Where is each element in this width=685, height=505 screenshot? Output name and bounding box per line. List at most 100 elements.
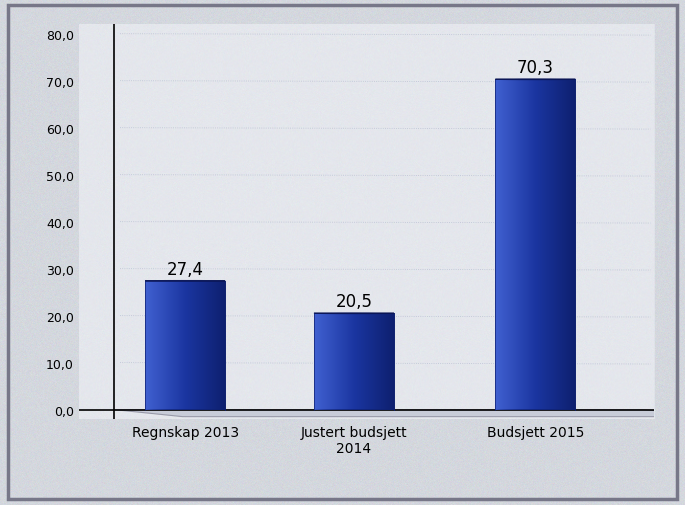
Bar: [177, 281, 178, 410]
Bar: [161, 281, 162, 282]
Bar: [358, 313, 360, 314]
Bar: [364, 313, 366, 314]
Bar: [362, 313, 363, 314]
Bar: [386, 313, 387, 314]
Bar: [338, 313, 339, 314]
Bar: [188, 281, 189, 282]
Bar: [164, 281, 165, 282]
Bar: [387, 314, 388, 410]
Bar: [176, 281, 177, 410]
Bar: [145, 281, 146, 410]
Bar: [556, 80, 558, 410]
Bar: [157, 281, 158, 410]
Bar: [340, 313, 342, 314]
Bar: [339, 314, 340, 410]
Bar: [169, 281, 170, 410]
Bar: [190, 281, 192, 282]
Bar: [153, 281, 154, 410]
Bar: [206, 281, 207, 410]
Bar: [317, 314, 318, 410]
Bar: [184, 281, 185, 410]
Bar: [551, 80, 552, 410]
Bar: [335, 314, 336, 410]
Bar: [205, 281, 206, 410]
Bar: [145, 281, 147, 282]
Bar: [553, 80, 554, 410]
Bar: [517, 80, 519, 410]
Bar: [211, 281, 212, 410]
Bar: [348, 314, 349, 410]
Text: Budsjett 2015: Budsjett 2015: [486, 425, 584, 439]
Bar: [323, 314, 324, 410]
Bar: [148, 281, 149, 410]
Ellipse shape: [145, 281, 225, 282]
Bar: [350, 314, 351, 410]
Bar: [314, 313, 315, 314]
Bar: [166, 281, 167, 410]
Bar: [175, 281, 176, 410]
Bar: [353, 314, 354, 410]
Bar: [550, 80, 551, 410]
Bar: [189, 281, 190, 410]
Bar: [208, 281, 209, 410]
Bar: [214, 281, 216, 282]
Bar: [318, 314, 319, 410]
Bar: [161, 281, 162, 410]
Bar: [367, 313, 369, 314]
Bar: [221, 281, 223, 282]
Bar: [197, 281, 198, 410]
Bar: [508, 80, 510, 410]
Bar: [510, 80, 511, 410]
Bar: [534, 80, 536, 410]
Bar: [512, 80, 513, 410]
Bar: [315, 314, 316, 410]
Bar: [149, 281, 150, 410]
Bar: [210, 281, 212, 282]
Bar: [218, 281, 219, 410]
Bar: [384, 314, 385, 410]
Ellipse shape: [314, 313, 394, 314]
Bar: [343, 314, 344, 410]
Bar: [388, 314, 389, 410]
Bar: [343, 313, 345, 314]
Bar: [347, 314, 348, 410]
Bar: [207, 281, 208, 410]
Bar: [188, 281, 189, 410]
Bar: [165, 281, 166, 410]
Bar: [375, 314, 376, 410]
Bar: [362, 314, 363, 410]
Bar: [178, 281, 179, 410]
Bar: [359, 314, 360, 410]
Bar: [179, 281, 180, 410]
Bar: [177, 281, 178, 282]
Bar: [166, 281, 168, 282]
Bar: [357, 314, 358, 410]
Bar: [154, 281, 155, 410]
Bar: [382, 314, 383, 410]
Bar: [333, 313, 334, 314]
Bar: [349, 313, 350, 314]
Bar: [558, 80, 560, 410]
Bar: [147, 281, 148, 410]
Bar: [206, 281, 208, 282]
Bar: [198, 281, 199, 410]
Bar: [190, 281, 191, 410]
Bar: [524, 80, 525, 410]
Bar: [203, 281, 205, 282]
Bar: [560, 80, 562, 410]
Bar: [538, 80, 539, 410]
Bar: [322, 313, 323, 314]
Bar: [314, 314, 315, 410]
Bar: [173, 281, 175, 282]
Bar: [368, 314, 369, 410]
Bar: [189, 281, 190, 282]
Bar: [181, 281, 182, 282]
Bar: [318, 313, 319, 314]
Bar: [356, 313, 357, 314]
Bar: [376, 314, 377, 410]
Bar: [175, 281, 176, 282]
Bar: [154, 281, 155, 282]
Bar: [532, 80, 534, 410]
Bar: [364, 314, 365, 410]
Bar: [192, 281, 193, 410]
